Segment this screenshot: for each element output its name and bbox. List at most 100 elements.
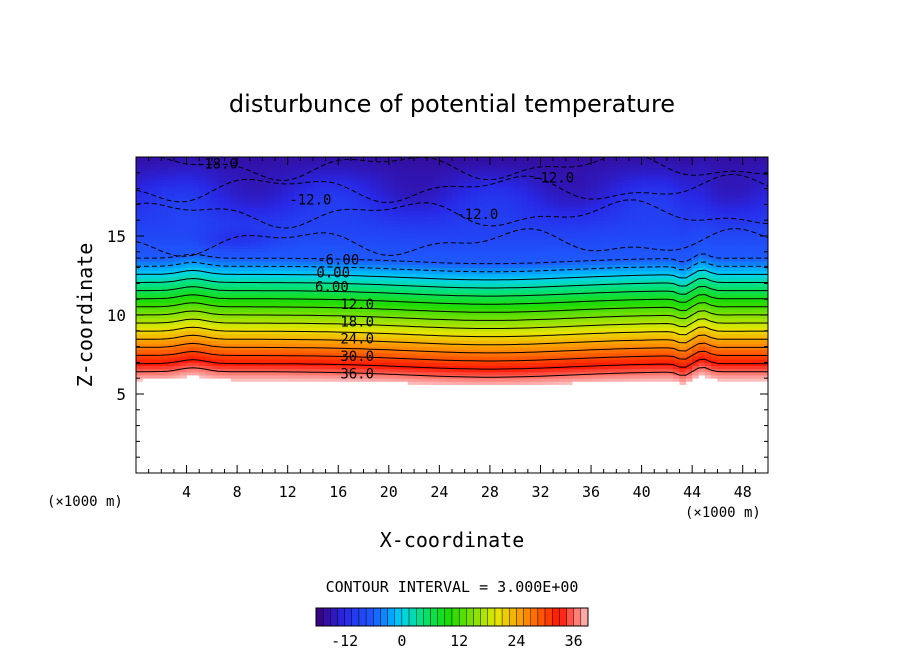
contour-label: 18.0: [340, 314, 374, 330]
x-tick-label: 24: [430, 483, 448, 501]
colorbar-cell: [580, 607, 589, 627]
contour-line: [136, 366, 768, 378]
colorbar-cell: [494, 607, 503, 627]
contour-label: 0.00: [316, 265, 350, 281]
colorbar-tick-label: 36: [565, 632, 583, 650]
colorbar-cell: [501, 607, 510, 627]
colorbar-cell: [559, 607, 567, 627]
y-tick-label: 15: [107, 227, 126, 246]
contour-line: [136, 228, 768, 257]
colorbar-cell: [552, 607, 560, 627]
contour-line: [136, 358, 768, 370]
colorbar-cell: [451, 607, 460, 627]
contour-line: [136, 318, 768, 329]
colorbar-cell: [437, 607, 446, 627]
contour-interval-label: CONTOUR INTERVAL = 3.000E+00: [326, 578, 579, 596]
contour-label: -12.0: [456, 207, 498, 223]
contour-line: [136, 293, 768, 305]
colorbar-cell: [466, 607, 474, 627]
x-axis-label: X-coordinate: [380, 528, 525, 552]
colorbar-cell: [573, 607, 582, 627]
colorbar-tick-label: 0: [397, 632, 406, 650]
x-axis-unit-left: (×1000 m): [47, 494, 123, 510]
colorbar-cell: [380, 607, 388, 627]
y-axis-label: Z-coordinate: [73, 243, 97, 388]
colorbar-cell: [509, 607, 517, 627]
colorbar-cell: [480, 607, 488, 627]
colorbar-cell: [322, 607, 331, 627]
contour-line: [136, 285, 768, 297]
contour-labels: -18.0 -12.0 -12.0 -12.0 -6.000.006.0012.018.…: [196, 156, 574, 382]
contour-label: -12.0: [289, 193, 331, 209]
x-tick-label: 32: [531, 483, 549, 501]
contour-line: [136, 334, 768, 346]
y-tick-label: 5: [116, 385, 126, 404]
colorbar-cell: [430, 607, 438, 627]
colorbar: -12 0 12 24 36: [315, 607, 589, 650]
contour-lines: [136, 157, 768, 378]
colorbar-cell: [423, 607, 431, 627]
colorbar-cell: [523, 607, 531, 627]
colorbar-cell: [373, 607, 381, 627]
contour-line: [136, 350, 768, 362]
x-tick-label: 40: [633, 483, 651, 501]
contour-label: 36.0: [340, 367, 374, 383]
temperature-field: [136, 157, 768, 385]
colorbar-cell: [530, 607, 539, 627]
x-tick-label: 12: [279, 483, 297, 501]
contour-line: [158, 157, 768, 182]
colorbar-cell: [358, 607, 367, 627]
x-axis: 4 8 12 16 20 24 28 32 36 40 44 48: [148, 157, 756, 501]
colorbar-tick-label: 12: [450, 632, 468, 650]
colorbar-cell: [473, 607, 481, 627]
colorbar-cell: [351, 607, 360, 627]
colorbar-cell: [344, 607, 352, 627]
chart-title: disturbunce of potential temperature: [229, 90, 675, 118]
colorbar-cell: [458, 607, 467, 627]
contour-label: 30.0: [340, 349, 374, 365]
contour-line: [136, 302, 768, 313]
colorbar-cell: [537, 607, 546, 627]
contour-line: [136, 342, 768, 354]
colorbar-tick-label: -12: [331, 632, 358, 650]
contour-label: -6.00: [317, 253, 359, 269]
colorbar-ticks: -12 0 12 24 36: [331, 632, 583, 650]
colorbar-cell: [444, 607, 453, 627]
colorbar-cell: [401, 607, 410, 627]
colorbar-cell: [566, 607, 574, 627]
x-tick-label: 8: [233, 483, 242, 501]
contour-label: -12.0: [532, 171, 574, 187]
colorbar-cell: [544, 607, 553, 627]
contour-line: [136, 277, 768, 289]
x-tick-label: 44: [683, 483, 701, 501]
contour-label: -18.0: [196, 156, 238, 172]
colorbar-frame: [315, 607, 589, 627]
contour-line: [136, 326, 768, 338]
contour-label: 12.0: [340, 297, 374, 313]
x-tick-label: 36: [582, 483, 600, 501]
contour-line: [136, 261, 768, 273]
colorbar-cell: [315, 607, 324, 627]
colorbar-cell: [408, 607, 417, 627]
colorbar-cell: [487, 607, 496, 627]
colorbar-cell: [337, 607, 345, 627]
contour-line: [136, 173, 768, 204]
colorbar-cell: [387, 607, 395, 627]
colorbar-cell: [416, 607, 424, 627]
x-axis-unit-right: (×1000 m): [685, 505, 761, 521]
colorbar-cell: [394, 607, 403, 627]
plot-area: -18.0 -12.0 -12.0 -12.0 -6.000.006.0012.018.…: [107, 156, 769, 501]
contour-line: [136, 310, 768, 321]
x-tick-label: 16: [329, 483, 347, 501]
colorbar-tick-label: 24: [507, 632, 525, 650]
y-tick-label: 10: [107, 306, 126, 325]
contour-line: [136, 199, 768, 229]
x-tick-label: 4: [182, 483, 191, 501]
contour-label: 24.0: [340, 332, 374, 348]
colorbar-cell: [330, 607, 338, 627]
x-tick-label: 28: [481, 483, 499, 501]
colorbar-cell: [365, 607, 374, 627]
contour-line: [136, 253, 768, 265]
colorbar-cell: [516, 607, 524, 627]
